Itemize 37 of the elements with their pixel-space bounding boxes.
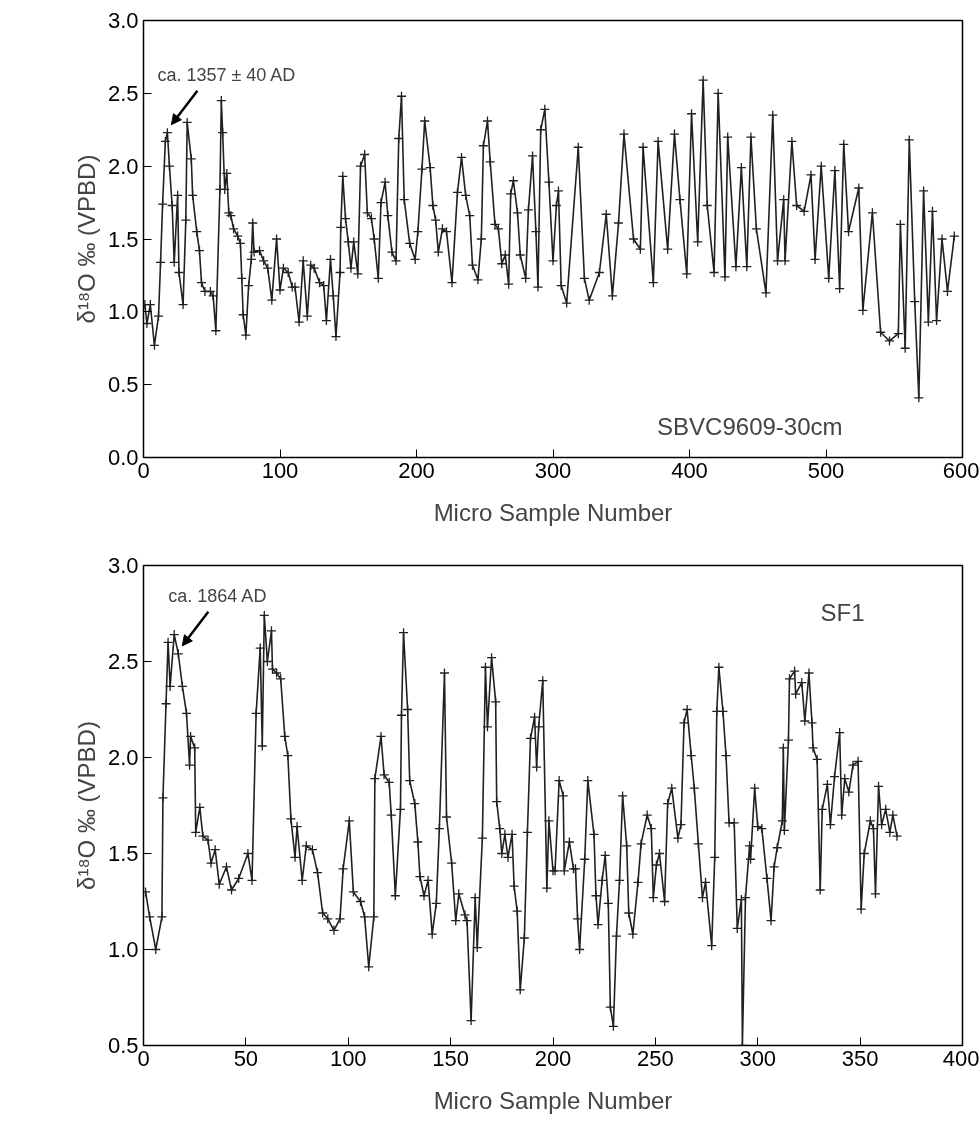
- y-tick-label: 3.0: [107, 553, 139, 578]
- x-tick-label: 200: [534, 1045, 572, 1071]
- y-tick-label: 1.0: [107, 937, 139, 962]
- y-axis-title: δ¹⁸O ‰ (VPBD): [72, 721, 100, 890]
- x-axis-title: Micro Sample Number: [433, 498, 673, 526]
- y-tick-label: 1.5: [107, 226, 139, 252]
- y-axis-title: δ¹⁸O ‰ (VPBD): [72, 154, 100, 324]
- x-tick-label: 200: [398, 457, 435, 483]
- y-tick-label: 0.0: [107, 445, 139, 470]
- y-tick-label: 3.0: [107, 8, 139, 33]
- y-tick-label: 2.5: [107, 80, 139, 106]
- x-tick-label: 0: [137, 457, 150, 483]
- annotation: SBVC9609-30cm: [657, 412, 843, 440]
- x-tick-label: 350: [841, 1045, 879, 1071]
- y-tick-label: 1.0: [107, 299, 139, 325]
- annotation: SF1: [820, 598, 865, 626]
- x-tick-label: 300: [739, 1045, 777, 1071]
- x-tick-label: 100: [329, 1045, 367, 1071]
- y-tick-label: 0.5: [107, 1033, 139, 1058]
- y-tick-label: 2.5: [107, 649, 139, 674]
- y-tick-label: 1.5: [107, 841, 139, 866]
- x-tick-label: 300: [534, 457, 572, 483]
- x-tick-label: 100: [261, 457, 299, 483]
- x-tick-label: 250: [637, 1045, 674, 1071]
- y-tick-label: 2.0: [107, 153, 139, 179]
- x-tick-label: 0: [137, 1045, 150, 1071]
- x-tick-label: 400: [671, 457, 708, 483]
- annotation: ca. 1357 ± 40 AD: [157, 64, 296, 85]
- x-axis-title: Micro Sample Number: [433, 1086, 673, 1114]
- x-tick-label: 150: [432, 1045, 469, 1071]
- annotation: ca. 1864 AD: [168, 585, 267, 606]
- x-tick-label: 600: [942, 457, 979, 483]
- x-tick-label: 400: [942, 1045, 979, 1071]
- x-tick-label: 500: [807, 457, 845, 483]
- x-tick-label: 50: [233, 1045, 259, 1071]
- y-tick-label: 0.5: [107, 372, 139, 398]
- y-tick-label: 2.0: [107, 745, 139, 770]
